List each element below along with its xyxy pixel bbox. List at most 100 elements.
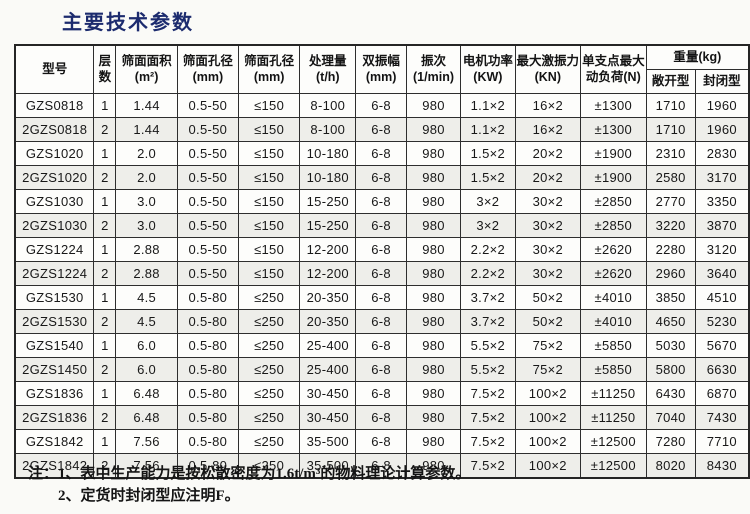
value-cell: 8-100: [299, 117, 357, 142]
value-cell: 4510: [694, 285, 750, 310]
value-cell: 980: [405, 405, 462, 430]
table-row: 2GZS1450 2 6.0 0.5-80 ≤250 25-400 6-8 980 5.5×2 7…: [14, 357, 750, 382]
value-cell: 15-250: [299, 189, 357, 214]
value-cell: 3.0: [115, 189, 178, 214]
value-cell: 5030: [645, 333, 696, 358]
value-cell: 6-8: [355, 357, 407, 382]
value-cell: 0.5-50: [176, 261, 239, 286]
value-cell: 25-400: [299, 357, 357, 382]
value-cell: 1710: [645, 117, 696, 142]
header-frequency-label: 振次: [421, 53, 447, 68]
value-cell: ±1900: [580, 141, 647, 166]
value-cell: ±11250: [580, 381, 647, 406]
value-cell: 2.88: [115, 237, 178, 262]
value-cell: ±11250: [580, 405, 647, 430]
value-cell: 2.88: [115, 261, 178, 286]
value-cell: 1.5×2: [460, 165, 516, 190]
header-motor-power-label: 电机功率: [462, 53, 513, 68]
value-cell: 6-8: [355, 189, 407, 214]
value-cell: ≤250: [237, 333, 301, 358]
value-cell: 10-180: [299, 141, 357, 166]
value-cell: ≤150: [237, 117, 301, 142]
value-cell: 2: [93, 405, 117, 430]
spec-table: 型号 层 数 筛面面积 (m²) 筛面孔径 (mm) 筛面孔径 (mm): [14, 44, 750, 479]
value-cell: 0.5-80: [176, 429, 239, 454]
model-cell: 2GZS1530: [14, 309, 95, 334]
value-cell: 1.1×2: [460, 93, 516, 118]
footnote-item-2: 2、定货时封闭型应注明F。: [58, 487, 240, 504]
value-cell: 50×2: [514, 285, 582, 310]
value-cell: 5800: [645, 357, 696, 382]
header-frequency-unit: (1/min): [413, 69, 454, 84]
value-cell: 0.5-50: [176, 141, 239, 166]
table-row: GZS1842 1 7.56 0.5-80 ≤250 35-500 6-8 980 7.5×2 1…: [14, 429, 750, 454]
value-cell: 25-400: [299, 333, 357, 358]
value-cell: 6-8: [355, 309, 407, 334]
model-cell: 2GZS0818: [14, 117, 95, 142]
value-cell: 980: [405, 429, 462, 454]
value-cell: 100×2: [514, 429, 582, 454]
value-cell: 3.7×2: [460, 285, 516, 310]
value-cell: ≤150: [237, 165, 301, 190]
table-header: 型号 层 数 筛面面积 (m²) 筛面孔径 (mm) 筛面孔径 (mm): [14, 44, 750, 94]
value-cell: 3.7×2: [460, 309, 516, 334]
header-dynamic-load-line2: 动负荷(N): [585, 69, 641, 84]
value-cell: 980: [405, 117, 462, 142]
value-cell: 50×2: [514, 309, 582, 334]
value-cell: 20-350: [299, 309, 357, 334]
model-cell: GZS1020: [14, 141, 95, 166]
model-cell: 2GZS1842: [14, 453, 95, 479]
value-cell: 4.5: [115, 309, 178, 334]
value-cell: 0.5-50: [176, 189, 239, 214]
value-cell: 1.1×2: [460, 117, 516, 142]
value-cell: 980: [405, 141, 462, 166]
value-cell: 2: [93, 213, 117, 238]
value-cell: 980: [405, 189, 462, 214]
value-cell: ±2620: [580, 261, 647, 286]
value-cell: ±12500: [580, 453, 647, 479]
value-cell: 6-8: [355, 93, 407, 118]
value-cell: 2310: [645, 141, 696, 166]
value-cell: 1: [93, 141, 117, 166]
table-row: GZS1224 1 2.88 0.5-50 ≤150 12-200 6-8 980 2.2×2 3…: [14, 237, 750, 262]
value-cell: 30-450: [299, 381, 357, 406]
value-cell: 2770: [645, 189, 696, 214]
value-cell: 0.5-50: [176, 117, 239, 142]
value-cell: 30×2: [514, 213, 582, 238]
value-cell: 2960: [645, 261, 696, 286]
value-cell: 6-8: [355, 285, 407, 310]
value-cell: 7280: [645, 429, 696, 454]
value-cell: 5670: [694, 333, 750, 358]
value-cell: 2.0: [115, 141, 178, 166]
value-cell: 2: [93, 309, 117, 334]
value-cell: 2830: [694, 141, 750, 166]
value-cell: 6.48: [115, 405, 178, 430]
value-cell: 2.2×2: [460, 261, 516, 286]
value-cell: 0.5-80: [176, 357, 239, 382]
value-cell: 0.5-80: [176, 405, 239, 430]
header-layers-line2: 数: [98, 69, 112, 84]
model-cell: 2GZS1450: [14, 357, 95, 382]
table-row: GZS1530 1 4.5 0.5-80 ≤250 20-350 6-8 980 3.7×2 50…: [14, 285, 750, 310]
value-cell: 6-8: [355, 405, 407, 430]
header-aperture-2-label: 筛面孔径: [244, 53, 295, 68]
value-cell: 6-8: [355, 381, 407, 406]
table-row: GZS1540 1 6.0 0.5-80 ≤250 25-400 6-8 980 5.5×2 75…: [14, 333, 750, 358]
value-cell: 8-100: [299, 93, 357, 118]
value-cell: 980: [405, 261, 462, 286]
value-cell: 980: [405, 213, 462, 238]
value-cell: 20-350: [299, 285, 357, 310]
value-cell: ±4010: [580, 309, 647, 334]
value-cell: 7.56: [115, 453, 178, 479]
header-aperture-1-label: 筛面孔径: [182, 53, 233, 68]
value-cell: 7.5×2: [460, 381, 516, 406]
header-aperture-2: 筛面孔径 (mm): [237, 44, 301, 94]
value-cell: 980: [405, 357, 462, 382]
value-cell: 2: [93, 165, 117, 190]
value-cell: 3220: [645, 213, 696, 238]
header-dynamic-load: 单支点最大 动负荷(N): [580, 44, 647, 94]
table-row: GZS1030 1 3.0 0.5-50 ≤150 15-250 6-8 980 3×2 30×2…: [14, 189, 750, 214]
table-row: 2GZS1842 2 7.56 0.5-80 ≤250 35-500 6-8 980 7.5×2…: [14, 453, 750, 479]
value-cell: 3120: [694, 237, 750, 262]
value-cell: 15-250: [299, 213, 357, 238]
